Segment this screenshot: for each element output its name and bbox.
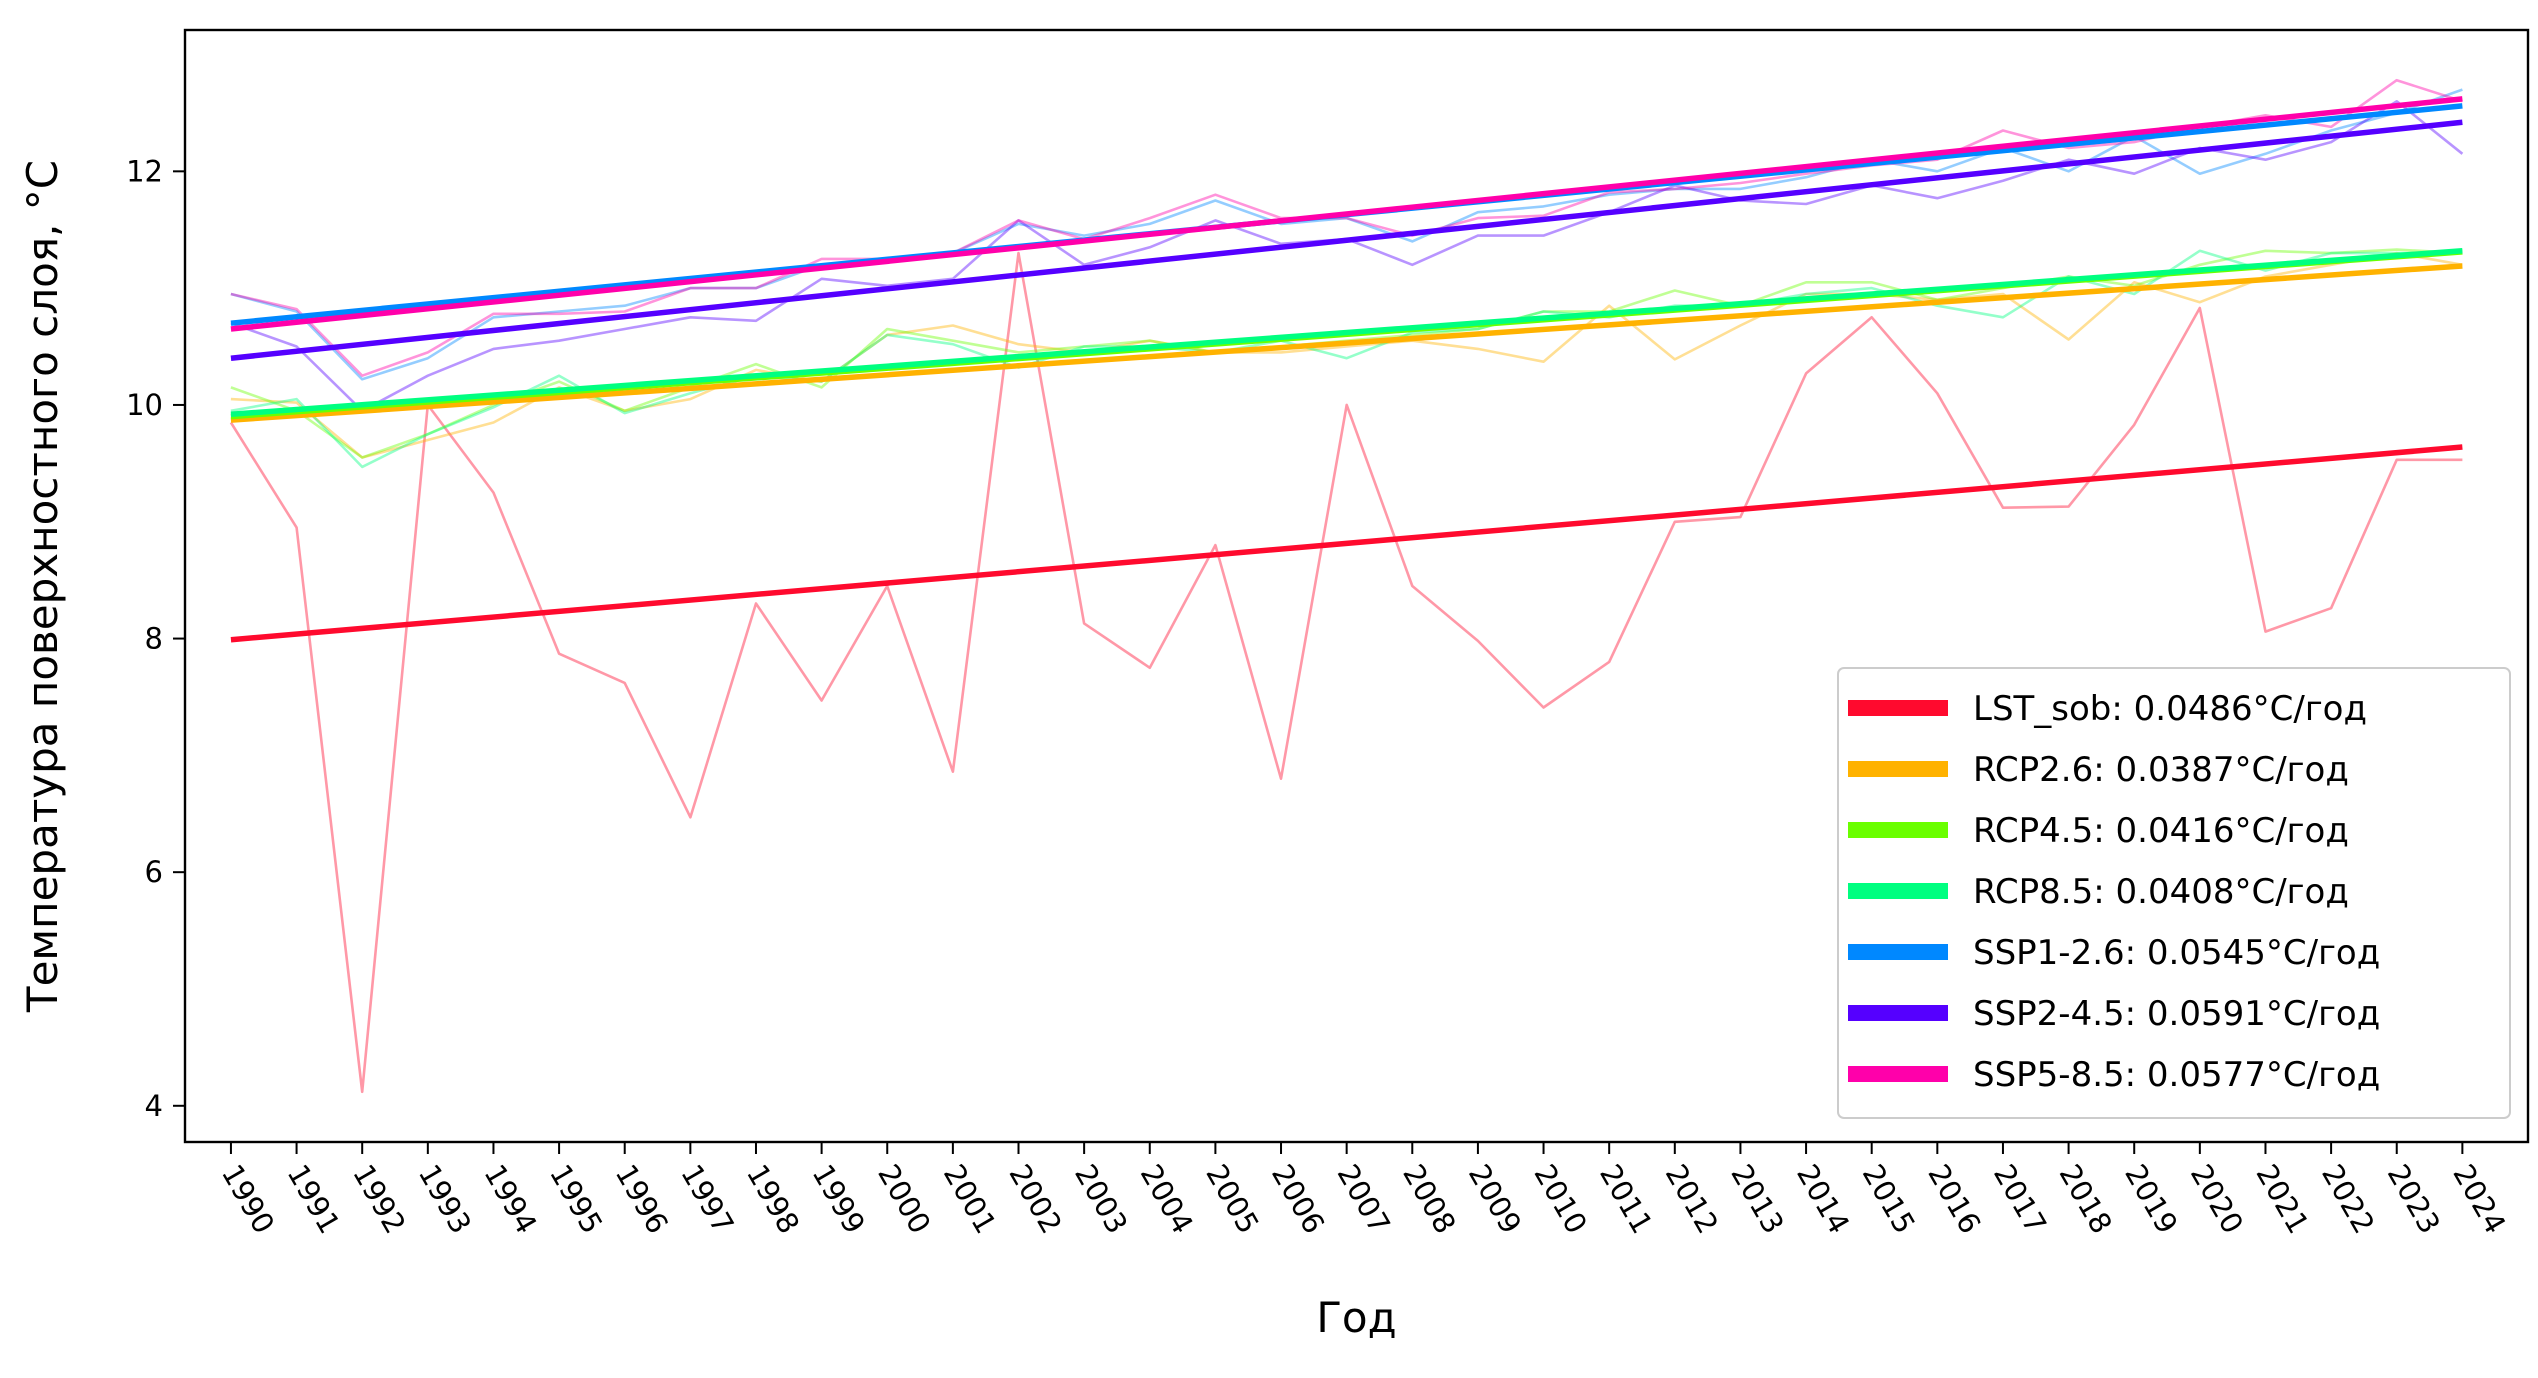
y-tick-label: 12 [126,154,163,188]
legend-label: SSP2-4.5: 0.0591°C/год [1973,994,2380,1034]
legend-label: LST_sob: 0.0486°C/год [1973,689,2367,729]
legend-label: RCP2.6: 0.0387°C/год [1973,750,2349,790]
trend-line-rcp2-6 [230,263,2463,423]
plot-area-frame [183,28,2530,1144]
trend-line-rcp8-5 [230,248,2463,418]
y-axis-label: Температура поверхностного слоя, °C [18,160,67,1013]
legend-label: SSP1-2.6: 0.0545°C/год [1973,933,2380,973]
series-line-rcp8-5 [230,249,2463,469]
trend-lines-group [230,96,2463,643]
y-tick-label: 10 [126,388,163,422]
y-axis: 4 6 8 10 12 [126,154,185,1123]
legend: LST_sob: 0.0486°C/год RCP2.6: 0.0387°C/го… [1837,667,2511,1119]
legend-box [1837,667,2511,1119]
trend-line-ssp2-4-5 [230,119,2463,361]
x-axis-label: Год [1316,1293,1396,1342]
trend-line-ssp5-8-5 [230,96,2463,332]
legend-label: RCP4.5: 0.0416°C/год [1973,811,2349,851]
legend-label: SSP5-8.5: 0.0577°C/год [1973,1055,2380,1095]
trend-line-lst-sob [230,444,2463,643]
series-line-ssp5-8-5 [230,78,2463,378]
series-line-rcp2-6 [230,251,2463,459]
y-tick-label: 6 [145,855,163,889]
y-tick-label: 4 [145,1089,163,1123]
legend-label: RCP8.5: 0.0408°C/год [1973,872,2349,912]
y-tick-label: 8 [145,622,163,656]
